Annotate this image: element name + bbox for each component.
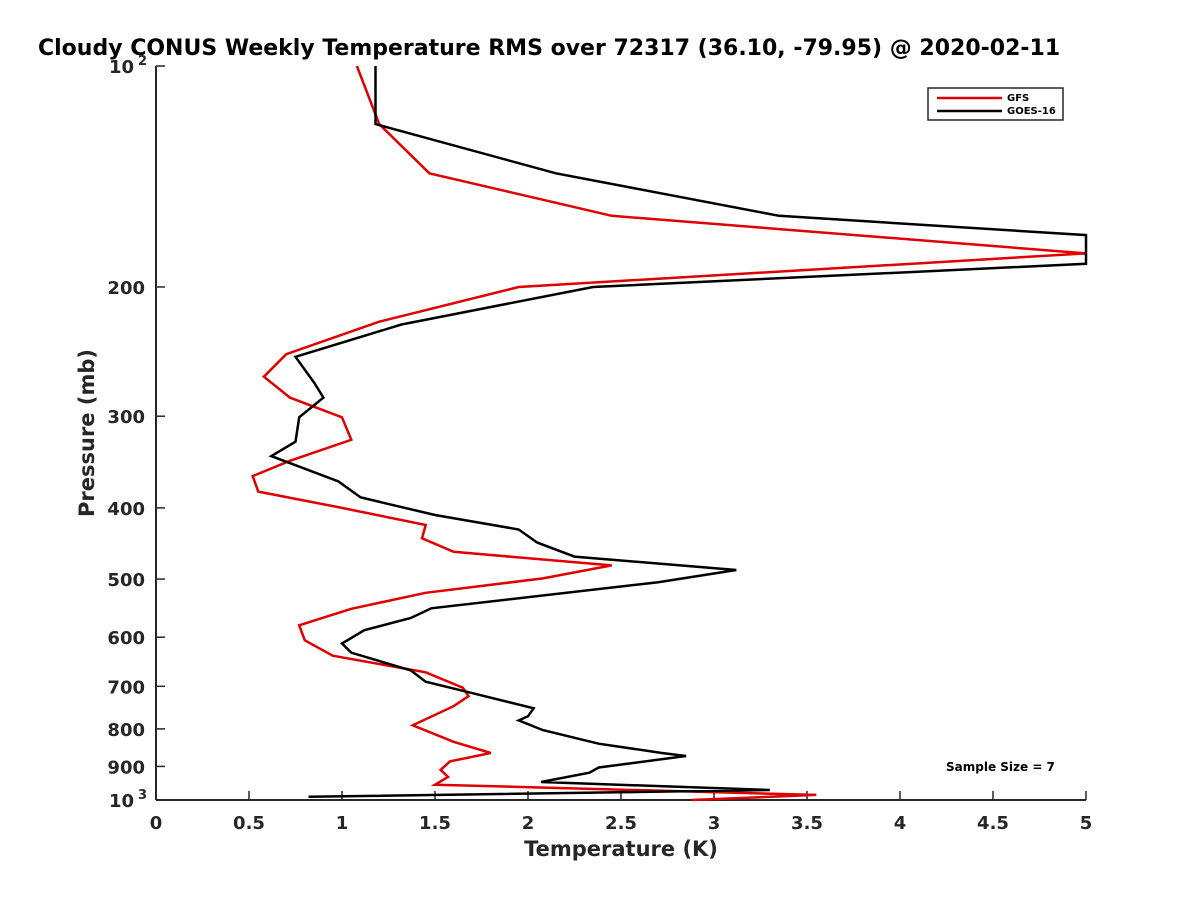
legend-box — [927, 87, 1064, 121]
y-tick-exponent: 2 — [138, 54, 147, 69]
x-tick-label: 4 — [894, 813, 907, 834]
y-tick-base: 10 — [109, 791, 134, 812]
y-ticks: 2 10 200 300 400 500 600 700 800 900 3 10 — [107, 54, 165, 812]
x-tick-label: 1.5 — [419, 813, 451, 834]
y-tick-label-power: 2 10 — [109, 54, 147, 78]
y-tick-label: 900 — [107, 757, 145, 778]
x-tick-label: 0 — [150, 813, 163, 834]
y-tick-label-power: 3 10 — [109, 788, 147, 812]
plot-area — [251, 65, 1088, 802]
y-tick-label: 400 — [107, 499, 145, 520]
y-tick-exponent: 3 — [138, 788, 147, 803]
x-axis-label: Temperature (K) — [524, 837, 718, 861]
x-tick-label: 3 — [708, 813, 721, 834]
chart-title: Cloudy CONUS Weekly Temperature RMS over… — [38, 36, 1060, 61]
sample-size-annotation: Sample Size = 7 — [946, 760, 1055, 774]
y-axis-label: Pressure (mb) — [75, 349, 99, 517]
legend-label-goes16: GOES-16 — [1007, 106, 1056, 117]
y-tick-label: 700 — [107, 677, 145, 698]
x-tick-label: 0.5 — [233, 813, 265, 834]
y-tick-label: 600 — [107, 628, 145, 649]
x-ticks: 0 0.5 1 1.5 2 2.5 3 3.5 4 4.5 5 — [150, 791, 1093, 834]
legend-label-gfs: GFS — [1007, 93, 1029, 104]
series-line-goes16 — [268, 66, 1088, 799]
x-tick-label: 3.5 — [791, 813, 823, 834]
y-tick-label: 500 — [107, 570, 145, 591]
x-tick-label: 2.5 — [605, 813, 637, 834]
y-tick-label: 200 — [107, 278, 145, 299]
series-line-gfs — [251, 65, 1087, 802]
x-tick-label: 1 — [336, 813, 349, 834]
y-tick-label: 300 — [107, 407, 145, 428]
x-tick-label: 2 — [522, 813, 535, 834]
y-tick-base: 10 — [109, 57, 134, 78]
x-tick-label: 4.5 — [977, 813, 1009, 834]
axes — [155, 66, 1086, 801]
x-tick-label: 5 — [1080, 813, 1093, 834]
legend: GFS GOES-16 — [927, 87, 1064, 121]
y-tick-label: 800 — [107, 720, 145, 741]
